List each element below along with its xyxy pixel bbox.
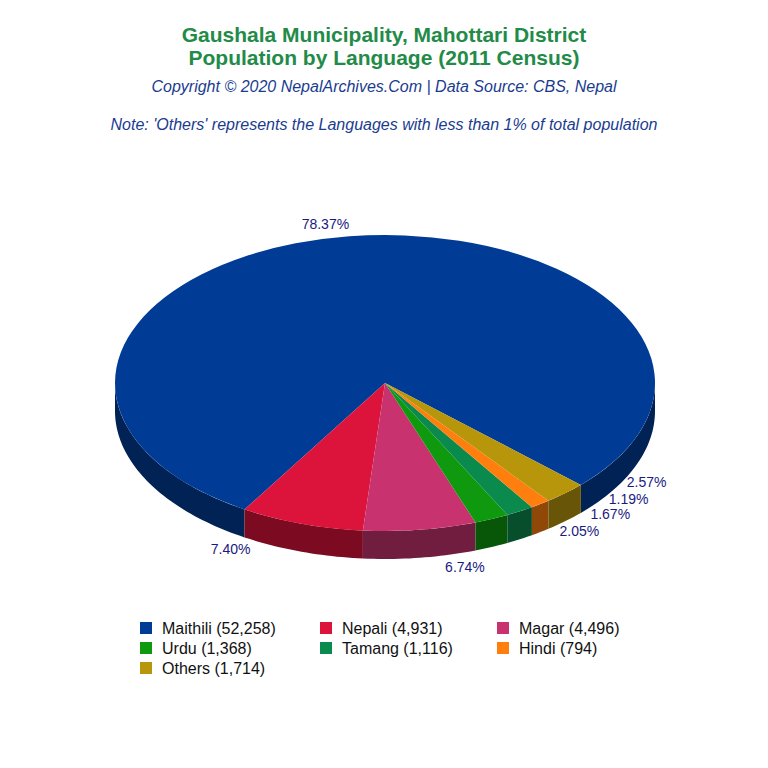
data-label: 1.19%: [609, 491, 649, 507]
legend-label: Maithili (52,258): [162, 620, 276, 637]
data-label: 78.37%: [302, 216, 349, 232]
legend-label: Urdu (1,368): [162, 640, 252, 657]
data-label: 2.57%: [627, 474, 667, 490]
legend-swatch: [140, 622, 152, 634]
legend-label: Tamang (1,116): [342, 640, 453, 657]
legend-label: Nepali (4,931): [342, 620, 443, 637]
legend-swatch: [497, 622, 509, 634]
legend-label: Others (1,714): [162, 660, 265, 677]
legend-swatch: [320, 622, 332, 634]
legend-swatch: [140, 662, 152, 674]
note: Note: 'Others' represents the Languages …: [111, 116, 658, 133]
pie-top: [115, 235, 655, 531]
data-label: 6.74%: [445, 559, 485, 575]
legend-swatch: [320, 642, 332, 654]
source: Copyright © 2020 NepalArchives.Com | Dat…: [151, 78, 616, 95]
title: Gaushala Municipality, Mahottari Distric…: [182, 23, 587, 46]
chart: Gaushala Municipality, Mahottari Distric…: [0, 0, 768, 768]
legend-swatch: [140, 642, 152, 654]
data-label: 7.40%: [211, 541, 251, 557]
subtitle: Population by Language (2011 Census): [189, 46, 580, 69]
legend-swatch: [497, 642, 509, 654]
data-label: 2.05%: [559, 523, 599, 539]
slice: [385, 383, 548, 507]
pie: [115, 235, 655, 559]
legend-label: Hindi (794): [519, 640, 597, 657]
legend-label: Magar (4,496): [519, 620, 620, 637]
slice: [385, 383, 581, 501]
legend: Maithili (52,258) Nepali (4,931) Magar (4,…: [140, 620, 620, 677]
slice: [245, 383, 385, 531]
data-labels: 78.37% 7.40% 6.74% 2.05%1.67%1.19%2.57%: [211, 216, 667, 574]
data-label: 1.67%: [590, 506, 630, 522]
